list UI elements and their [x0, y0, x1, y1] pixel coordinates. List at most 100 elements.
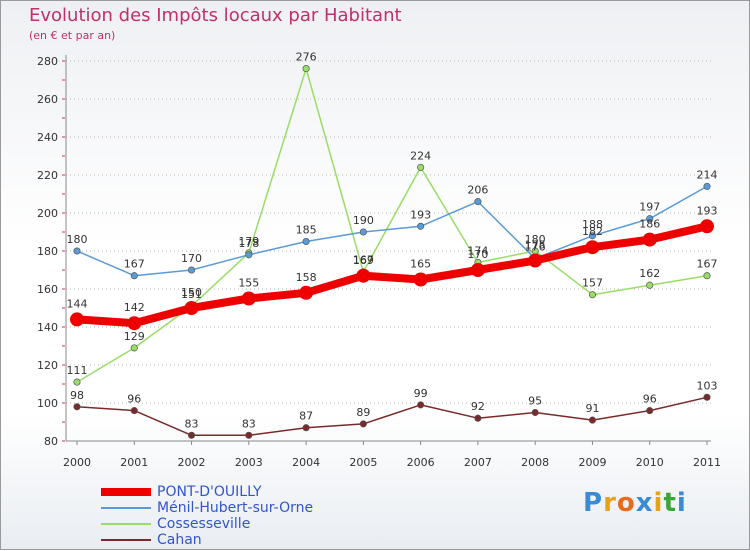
y-tick-label: 220: [37, 169, 58, 182]
legend-swatch-menil-hubert: [101, 507, 151, 509]
data-label-pont-d-ouilly: 150: [181, 286, 202, 299]
data-label-pont-d-ouilly: 170: [467, 248, 488, 261]
data-label-cahan: 92: [471, 400, 485, 413]
data-label-cossesseville: 169: [353, 254, 374, 267]
data-label-m-nil-hubert-sur-orne: 185: [296, 224, 317, 237]
data-point-cossesseville: [417, 163, 425, 171]
data-label-cossesseville: 167: [697, 258, 718, 271]
y-tick-label: 120: [37, 359, 58, 372]
data-label-cossesseville: 151: [181, 288, 202, 301]
data-label-cahan: 91: [585, 402, 599, 415]
data-label-pont-d-ouilly: 186: [639, 218, 660, 231]
proxiti-logo: Proxiti: [583, 488, 687, 518]
x-tick-label: 2000: [63, 456, 91, 469]
data-label-pont-d-ouilly: 144: [67, 297, 88, 310]
logo-letter: i: [653, 488, 664, 518]
x-tick-label: 2002: [178, 456, 206, 469]
data-point-m-nil-hubert-sur-orne: [474, 198, 482, 206]
data-label-pont-d-ouilly: 182: [582, 225, 603, 238]
y-tick-label: 100: [37, 397, 58, 410]
logo-letter: i: [676, 488, 687, 518]
legend-swatch-cahan: [101, 539, 151, 541]
data-point-cahan: [531, 408, 539, 417]
data-label-cahan: 83: [242, 417, 256, 430]
data-label-m-nil-hubert-sur-orne: 167: [124, 258, 145, 271]
data-label-m-nil-hubert-sur-orne: 178: [238, 237, 259, 250]
data-label-m-nil-hubert-sur-orne: 193: [410, 208, 431, 221]
x-tick-label: 2001: [120, 456, 148, 469]
legend-label-cossesseville: Cossesseville: [157, 516, 251, 532]
data-point-m-nil-hubert-sur-orne: [73, 247, 81, 255]
legend-item-cahan: Cahan: [101, 532, 313, 548]
data-point-m-nil-hubert-sur-orne: [417, 222, 425, 230]
data-label-pont-d-ouilly: 193: [697, 204, 718, 217]
data-label-cahan: 95: [528, 395, 542, 408]
data-label-pont-d-ouilly: 142: [124, 301, 145, 314]
x-tick-label: 2007: [464, 456, 492, 469]
x-tick-label: 2006: [407, 456, 435, 469]
data-label-cossesseville: 224: [410, 149, 431, 162]
y-tick-label: 200: [37, 207, 58, 220]
data-point-cahan: [417, 401, 425, 409]
legend-label-cahan: Cahan: [157, 532, 202, 548]
legend-item-cossesseville: Cossesseville: [101, 516, 313, 532]
data-label-cahan: 99: [414, 387, 428, 400]
data-label-m-nil-hubert-sur-orne: 190: [353, 214, 374, 227]
data-label-pont-d-ouilly: 158: [296, 271, 317, 284]
x-tick-label: 2003: [235, 456, 263, 469]
data-label-m-nil-hubert-sur-orne: 197: [639, 201, 660, 214]
legend-label-pont-d-ouilly: PONT-D'OUILLY: [157, 484, 262, 500]
data-label-pont-d-ouilly: 155: [238, 277, 259, 290]
data-point-cossesseville: [703, 272, 711, 280]
data-label-cahan: 87: [299, 410, 313, 423]
x-tick-label: 2011: [693, 456, 721, 469]
data-point-pont-d-ouilly: [127, 316, 142, 331]
data-point-pont-d-ouilly: [241, 291, 256, 306]
series-line-m-nil-hubert-sur-orne: [76, 185, 708, 277]
y-tick-label: 280: [37, 55, 58, 68]
data-label-cossesseville: 179: [238, 235, 259, 248]
logo-letter: t: [663, 488, 677, 518]
logo-letter: r: [603, 488, 617, 518]
logo-letter: P: [583, 488, 604, 518]
data-label-m-nil-hubert-sur-orne: 206: [467, 184, 488, 197]
data-point-pont-d-ouilly: [413, 272, 428, 287]
data-point-pont-d-ouilly: [470, 263, 485, 277]
data-point-pont-d-ouilly: [642, 232, 657, 247]
data-point-cahan: [359, 420, 367, 428]
series-line-cossesseville: [76, 67, 708, 383]
data-point-cahan: [474, 414, 482, 422]
legend-swatch-pont-d-ouilly: [101, 488, 151, 496]
data-point-cahan: [302, 424, 310, 432]
legend-item-pont-d-ouilly: PONT-D'OUILLY: [101, 484, 313, 500]
data-label-pont-d-ouilly: 167: [353, 254, 374, 267]
x-tick-label: 2005: [349, 456, 377, 469]
y-tick-label: 140: [37, 321, 58, 334]
data-point-cossesseville: [73, 378, 81, 386]
data-point-m-nil-hubert-sur-orne: [130, 272, 138, 280]
data-label-pont-d-ouilly: 175: [525, 239, 546, 252]
data-label-cahan: 98: [70, 389, 84, 402]
data-label-cossesseville: 174: [467, 244, 488, 257]
data-point-cahan: [73, 403, 81, 411]
data-point-m-nil-hubert-sur-orne: [187, 266, 196, 274]
legend-swatch-cossesseville: [101, 523, 151, 525]
x-tick-label: 2004: [292, 456, 320, 469]
y-tick-label: 260: [37, 93, 58, 106]
y-tick-label: 80: [44, 435, 58, 448]
chart-subtitle: (en € et par an): [29, 29, 116, 42]
data-point-pont-d-ouilly: [70, 312, 84, 327]
series-line-pont-d-ouilly: [73, 222, 711, 328]
x-tick-label: 2010: [636, 456, 664, 469]
data-point-cahan: [187, 431, 196, 439]
logo-letter: x: [635, 488, 654, 518]
data-point-cossesseville: [588, 291, 597, 299]
x-tick-label: 2009: [578, 456, 606, 469]
data-point-cossesseville: [302, 65, 310, 73]
data-label-m-nil-hubert-sur-orne: 214: [697, 168, 718, 181]
data-point-m-nil-hubert-sur-orne: [703, 182, 711, 190]
data-point-cahan: [703, 393, 711, 401]
data-point-cossesseville: [646, 281, 654, 289]
